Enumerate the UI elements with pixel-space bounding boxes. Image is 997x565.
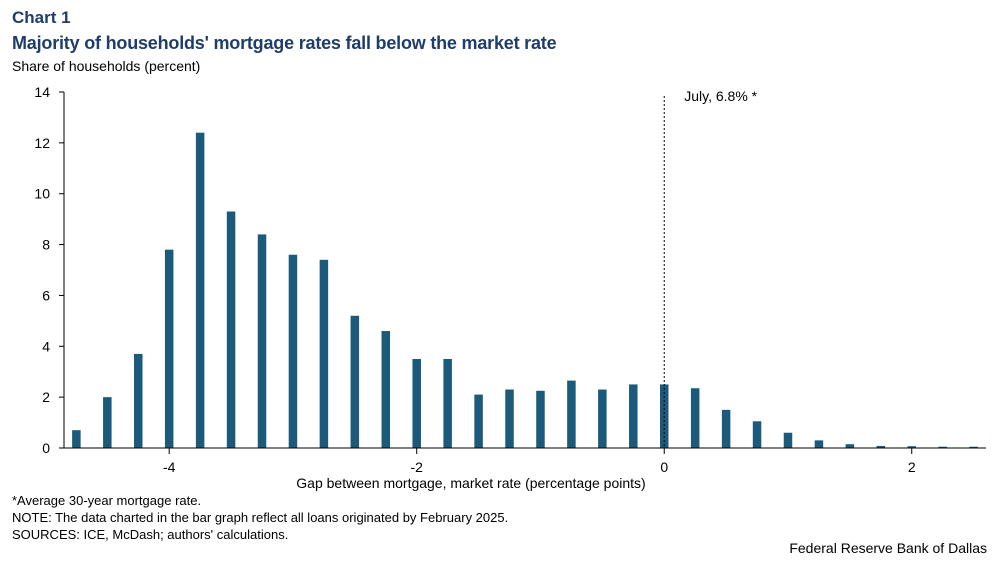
x-tick-label: 0	[660, 459, 668, 475]
footnote-note: NOTE: The data charted in the bar graph …	[12, 510, 509, 525]
bar	[876, 445, 886, 448]
bar	[783, 432, 793, 448]
y-tick-label: 0	[42, 440, 50, 456]
bar	[443, 359, 452, 448]
y-tick-label: 6	[42, 287, 50, 303]
bar	[474, 394, 483, 448]
x-axis-title: Gap between mortgage, market rate (perce…	[296, 475, 645, 491]
chart-title: Majority of households' mortgage rates f…	[12, 33, 557, 53]
footnote-average-rate: *Average 30-year mortgage rate.	[12, 493, 202, 508]
bar	[195, 132, 205, 448]
y-axis-label: Share of households (percent)	[12, 58, 201, 74]
bar	[505, 389, 514, 448]
bar	[969, 446, 978, 448]
x-tick-label: -4	[163, 459, 176, 475]
bar	[72, 430, 81, 448]
bar	[103, 397, 112, 448]
bar	[412, 359, 421, 448]
y-tick-label: 12	[34, 135, 50, 151]
bar	[814, 440, 824, 448]
bar	[226, 211, 236, 448]
bar	[690, 388, 700, 448]
bar	[381, 331, 391, 448]
bar	[257, 234, 267, 448]
x-tick-label: -2	[410, 459, 423, 475]
bar	[938, 446, 947, 448]
bar	[134, 353, 143, 448]
bar	[567, 380, 576, 448]
footnote-sources: SOURCES: ICE, McDash; authors' calculati…	[12, 527, 289, 542]
bar	[164, 249, 174, 448]
market-rate-annotation: July, 6.8% *	[684, 88, 757, 104]
bar	[536, 390, 545, 448]
bar	[288, 254, 298, 448]
bar	[752, 421, 762, 448]
bar	[350, 315, 360, 448]
footnotes: *Average 30-year mortgage rate. NOTE: Th…	[12, 492, 508, 543]
bar	[598, 389, 607, 448]
y-tick-label: 14	[34, 84, 50, 100]
bar	[907, 446, 916, 448]
bars-layer	[72, 132, 978, 448]
bar	[721, 409, 731, 448]
credit-line: Federal Reserve Bank of Dallas	[789, 540, 987, 556]
chart-number: Chart 1	[12, 8, 71, 27]
y-tick-label: 2	[42, 389, 50, 405]
bar	[845, 444, 855, 448]
x-tick-label: 2	[908, 459, 916, 475]
y-tick-label: 4	[42, 338, 50, 354]
bar	[319, 259, 329, 448]
bar	[629, 384, 638, 448]
y-tick-label: 8	[42, 237, 50, 253]
y-tick-label: 10	[34, 186, 50, 202]
annotation-layer: July, 6.8% *	[663, 88, 758, 448]
axes-layer: 0 2 4 6 8 10 12 14 -4 -2 0 2	[34, 84, 986, 475]
